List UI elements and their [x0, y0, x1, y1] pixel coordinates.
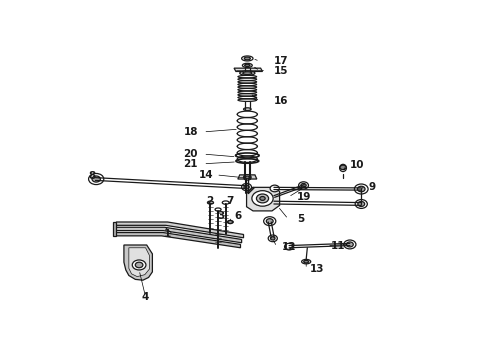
Text: 5: 5 — [297, 214, 304, 224]
Circle shape — [285, 243, 294, 250]
Ellipse shape — [243, 72, 252, 75]
Circle shape — [89, 174, 104, 185]
Circle shape — [344, 240, 356, 249]
Polygon shape — [234, 68, 263, 72]
Polygon shape — [113, 222, 116, 236]
Circle shape — [264, 217, 276, 226]
Circle shape — [267, 219, 273, 224]
Text: 3: 3 — [217, 211, 224, 221]
Text: 19: 19 — [297, 192, 311, 202]
Polygon shape — [115, 227, 242, 243]
Ellipse shape — [242, 56, 253, 61]
Text: 15: 15 — [274, 66, 289, 76]
Polygon shape — [116, 222, 244, 238]
Text: 20: 20 — [183, 149, 198, 159]
Polygon shape — [238, 175, 257, 179]
Circle shape — [252, 191, 273, 206]
Ellipse shape — [207, 201, 214, 204]
Ellipse shape — [227, 221, 233, 223]
Polygon shape — [246, 187, 280, 211]
Text: 13: 13 — [310, 264, 324, 274]
Text: 7: 7 — [226, 196, 234, 206]
Text: 9: 9 — [369, 183, 376, 192]
Ellipse shape — [240, 71, 255, 75]
Circle shape — [357, 186, 365, 192]
Circle shape — [135, 262, 143, 268]
Ellipse shape — [245, 57, 250, 60]
Circle shape — [242, 184, 251, 191]
Circle shape — [256, 194, 269, 203]
Ellipse shape — [244, 108, 251, 111]
Circle shape — [244, 185, 249, 189]
Ellipse shape — [245, 64, 250, 67]
Ellipse shape — [236, 153, 259, 158]
Polygon shape — [114, 233, 241, 248]
Circle shape — [354, 184, 368, 194]
Text: 18: 18 — [183, 127, 198, 137]
Circle shape — [340, 165, 346, 170]
Ellipse shape — [304, 260, 309, 263]
Text: 1: 1 — [164, 229, 171, 239]
Circle shape — [245, 176, 249, 179]
Circle shape — [260, 197, 265, 201]
Circle shape — [358, 202, 365, 207]
Ellipse shape — [215, 208, 221, 211]
Ellipse shape — [236, 159, 259, 163]
Ellipse shape — [222, 201, 229, 204]
Text: 2: 2 — [206, 196, 213, 206]
Circle shape — [92, 176, 100, 182]
Ellipse shape — [243, 63, 252, 67]
Text: 17: 17 — [274, 56, 289, 66]
Circle shape — [244, 175, 251, 180]
Text: 21: 21 — [183, 159, 198, 169]
Text: 4: 4 — [141, 292, 148, 302]
Circle shape — [228, 220, 233, 224]
Text: 12: 12 — [281, 242, 296, 252]
Ellipse shape — [340, 164, 346, 172]
Circle shape — [355, 199, 368, 208]
Text: 8: 8 — [88, 171, 96, 181]
Circle shape — [270, 185, 279, 192]
Circle shape — [132, 260, 146, 270]
Circle shape — [298, 182, 309, 189]
Text: 16: 16 — [274, 96, 289, 107]
Text: 14: 14 — [198, 170, 213, 180]
Text: 6: 6 — [234, 211, 241, 221]
Circle shape — [270, 237, 275, 240]
Circle shape — [346, 242, 353, 247]
Polygon shape — [129, 248, 149, 276]
Text: 11: 11 — [331, 240, 345, 251]
Polygon shape — [124, 245, 152, 280]
Ellipse shape — [302, 260, 311, 264]
Circle shape — [301, 184, 306, 187]
Circle shape — [268, 235, 277, 242]
Text: 10: 10 — [350, 160, 365, 170]
